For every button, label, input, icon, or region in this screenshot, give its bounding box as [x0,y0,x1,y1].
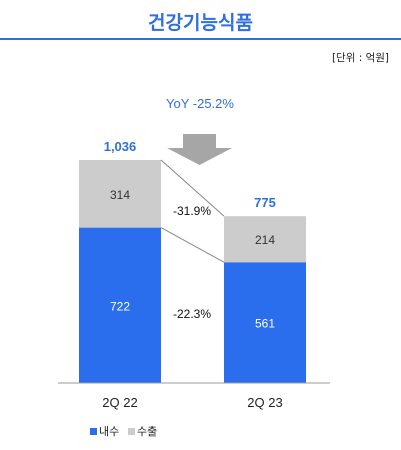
legend-swatch-export [128,428,135,435]
total-label-2: 775 [254,195,276,210]
bar-domestic-1 [79,227,161,383]
connector-line-total [160,159,225,217]
connector-line-domestic [160,227,225,263]
value-label-domestic-2: 561 [255,317,275,331]
value-label-domestic-1: 722 [110,299,130,313]
page-title: 건강기능식품 [148,12,253,34]
unit-label: [단위 : 억원] [331,52,389,64]
legend-label-export: 수출 [137,425,157,438]
title-divider [0,38,401,40]
bar-domestic-2 [224,262,306,383]
x-tick-label-2: 2Q 23 [247,395,282,410]
total-label-1: 1,036 [104,139,137,154]
value-label-export-1: 314 [110,188,130,202]
x-tick-label-1: 2Q 22 [102,395,137,410]
yoy-label: YoY -25.2% [166,96,234,111]
bar-export-2 [224,216,306,263]
down-arrow-icon [167,134,232,165]
domestic-change-label: -22.3% [173,307,211,321]
legend-label-domestic: 내수 [99,425,119,438]
bar-export-1 [79,160,161,228]
legend-swatch-domestic [90,428,97,435]
value-label-export-2: 214 [255,233,275,247]
export-change-label: -31.9% [173,204,211,218]
